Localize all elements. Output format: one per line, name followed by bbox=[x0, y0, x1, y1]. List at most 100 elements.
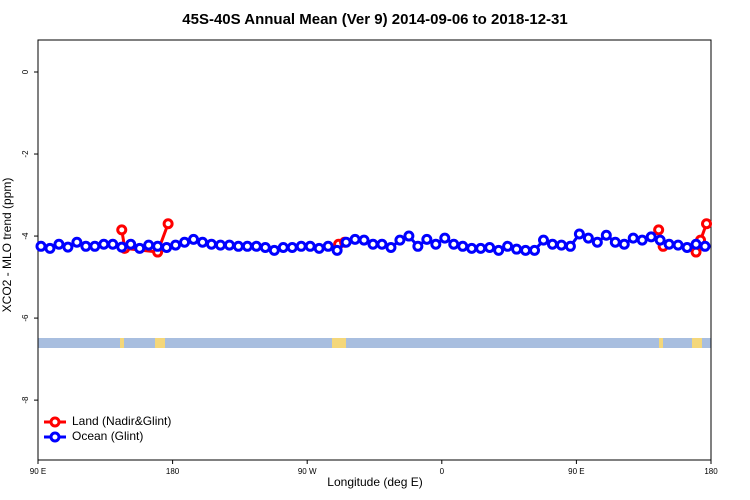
point bbox=[232, 240, 244, 252]
point bbox=[116, 224, 128, 236]
point bbox=[223, 239, 235, 251]
point bbox=[304, 240, 316, 252]
point bbox=[80, 240, 92, 252]
y-axis-label: XCO2 - MLO trend (ppm) bbox=[0, 178, 14, 313]
point bbox=[701, 218, 713, 230]
x-tick-label: 90 E bbox=[30, 467, 46, 476]
point bbox=[197, 236, 209, 248]
point bbox=[340, 236, 352, 248]
point bbox=[564, 240, 576, 252]
point bbox=[484, 242, 496, 254]
point bbox=[98, 238, 110, 250]
point bbox=[313, 242, 325, 254]
y-tick-label: -4 bbox=[21, 232, 30, 240]
legend-marker bbox=[49, 431, 61, 443]
point bbox=[161, 242, 173, 254]
point bbox=[466, 242, 478, 254]
point bbox=[179, 236, 191, 248]
land-patch bbox=[692, 338, 702, 348]
point bbox=[170, 239, 182, 251]
y-tick-label: -2 bbox=[21, 150, 30, 158]
legend-marker bbox=[49, 416, 61, 428]
point bbox=[152, 240, 164, 252]
point bbox=[663, 238, 675, 250]
point bbox=[277, 242, 289, 254]
point bbox=[627, 232, 639, 244]
y-tick-label: -8 bbox=[21, 396, 30, 404]
x-axis-label: Longitude (deg E) bbox=[327, 475, 422, 489]
x-tick-label: 0 bbox=[440, 467, 445, 476]
point bbox=[573, 228, 585, 240]
point bbox=[421, 233, 433, 245]
point bbox=[295, 240, 307, 252]
point bbox=[511, 243, 523, 255]
x-tick-label: 180 bbox=[166, 467, 180, 476]
point bbox=[582, 232, 594, 244]
point bbox=[493, 244, 505, 256]
point bbox=[439, 232, 451, 244]
land-patch bbox=[155, 338, 165, 348]
point bbox=[214, 239, 226, 251]
point bbox=[618, 238, 630, 250]
point bbox=[520, 244, 532, 256]
x-tick-label: 90 W bbox=[298, 467, 317, 476]
point bbox=[322, 240, 334, 252]
point bbox=[376, 238, 388, 250]
point bbox=[89, 240, 101, 252]
point bbox=[143, 239, 155, 251]
point bbox=[394, 234, 406, 246]
point bbox=[250, 240, 262, 252]
point bbox=[430, 238, 442, 250]
point bbox=[385, 242, 397, 254]
point bbox=[448, 238, 460, 250]
land-patch bbox=[332, 338, 346, 348]
point bbox=[555, 239, 567, 251]
point bbox=[591, 236, 603, 248]
point bbox=[134, 242, 146, 254]
point bbox=[672, 239, 684, 251]
point bbox=[162, 218, 174, 230]
point bbox=[537, 234, 549, 246]
point bbox=[475, 242, 487, 254]
chart-title: 45S-40S Annual Mean (Ver 9) 2014-09-06 t… bbox=[182, 11, 567, 28]
point bbox=[600, 229, 612, 241]
point bbox=[358, 234, 370, 246]
point bbox=[653, 224, 665, 236]
point bbox=[529, 244, 541, 256]
point bbox=[403, 230, 415, 242]
point bbox=[205, 238, 217, 250]
point bbox=[349, 233, 361, 245]
land-patch bbox=[659, 338, 663, 348]
point bbox=[286, 242, 298, 254]
legend-label: Ocean (Glint) bbox=[72, 429, 143, 443]
point bbox=[367, 238, 379, 250]
point bbox=[53, 238, 65, 250]
point bbox=[35, 240, 47, 252]
x-tick-label: 180 bbox=[704, 467, 718, 476]
point bbox=[546, 238, 558, 250]
point bbox=[412, 240, 424, 252]
point bbox=[654, 234, 666, 246]
point bbox=[44, 242, 56, 254]
point bbox=[71, 236, 83, 248]
point bbox=[681, 242, 693, 254]
point bbox=[609, 236, 621, 248]
point bbox=[116, 241, 128, 253]
point bbox=[699, 240, 711, 252]
x-tick-label: 90 E bbox=[568, 467, 584, 476]
point bbox=[62, 241, 74, 253]
point bbox=[636, 234, 648, 246]
point bbox=[457, 240, 469, 252]
y-tick-label: -6 bbox=[21, 314, 30, 322]
point bbox=[241, 240, 253, 252]
ocean-strip bbox=[38, 338, 711, 348]
legend-label: Land (Nadir&Glint) bbox=[72, 414, 171, 428]
point bbox=[645, 231, 657, 243]
point bbox=[690, 238, 702, 250]
point bbox=[188, 233, 200, 245]
point bbox=[125, 238, 137, 250]
land-patch bbox=[120, 338, 124, 348]
point bbox=[502, 240, 514, 252]
y-tick-label: 0 bbox=[21, 69, 30, 74]
